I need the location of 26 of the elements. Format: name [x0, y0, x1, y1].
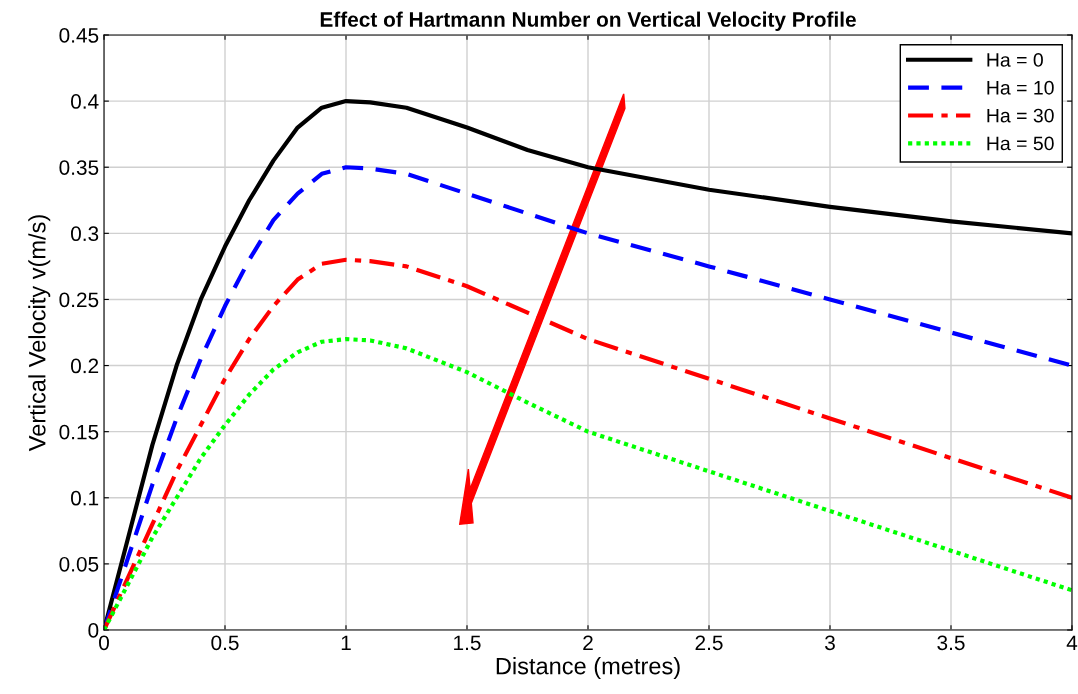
legend-label: Ha = 0 [987, 53, 1043, 67]
x-tick-label: 3.5 [937, 635, 965, 651]
x-tick-label: 2 [583, 635, 593, 650]
x-tick-label: 0 [99, 635, 109, 651]
legend-label: Ha = 10 [987, 80, 1054, 95]
y-tick-label: 0 [88, 623, 99, 638]
legend-label: Ha = 50 [987, 136, 1054, 151]
y-tick-label: 0.35 [59, 160, 99, 175]
x-tick-label: 1.5 [454, 635, 481, 651]
y-tick-label: 0.1 [70, 490, 99, 506]
y-tick-label: 0.05 [59, 556, 99, 572]
x-tick-label: 0.5 [211, 635, 239, 651]
x-tick-label: 1 [341, 635, 351, 650]
x-tick-label: 2.5 [695, 635, 723, 651]
chart-title: Effect of Hartmann Number on Vertical Velocity Profile [320, 11, 856, 31]
x-tick-label: 4 [1066, 635, 1078, 650]
y-tick-label: 0.2 [70, 358, 99, 374]
y-tick-label: 0.4 [70, 94, 99, 109]
x-tick-label: 3 [825, 635, 835, 651]
legend-label: Ha = 30 [987, 108, 1054, 123]
y-axis-title: Vertical Velocity v(m/s) [28, 215, 51, 452]
y-tick-label: 0.25 [59, 292, 99, 308]
x-axis-title: Distance (metres) [496, 657, 680, 680]
y-tick-label: 0.45 [59, 28, 99, 43]
y-tick-label: 0.15 [59, 424, 99, 440]
y-tick-label: 0.3 [70, 226, 99, 242]
